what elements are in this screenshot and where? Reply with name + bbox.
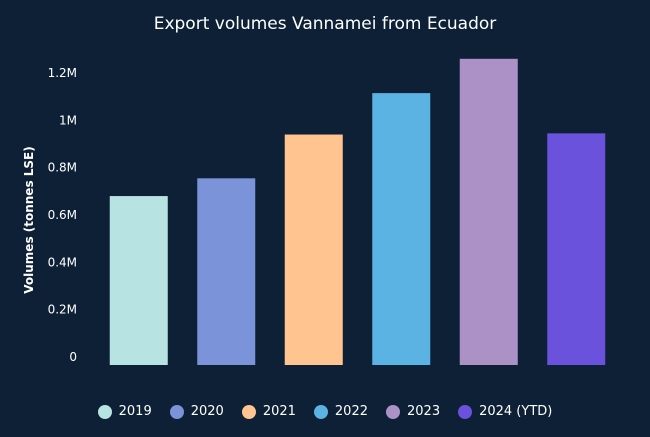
- y-axis-title: Volumes (tonnes LSE): [22, 146, 36, 293]
- legend-swatch-icon: [241, 404, 256, 419]
- legend-swatch-icon: [97, 404, 112, 419]
- legend-label: 2022: [334, 404, 368, 419]
- legend-label: 2019: [118, 404, 152, 419]
- legend-label: 2020: [190, 404, 224, 419]
- legend-swatch-icon: [458, 404, 473, 419]
- y-tick-label: 0.2M: [48, 303, 77, 317]
- legend-item[interactable]: 2022: [313, 404, 368, 419]
- y-tick-label: 1.2M: [48, 66, 77, 80]
- bar-2019[interactable]: [109, 196, 168, 365]
- legend-label: 2024 (YTD): [479, 404, 553, 419]
- legend-item[interactable]: 2024 (YTD): [458, 404, 552, 419]
- bar-chart-plot: 0 0.2M 0.4M 0.6M 0.8M 1M 1.2M Volumes (tonnes L…: [22, 58, 606, 366]
- y-tick-label: 0.8M: [48, 161, 77, 175]
- legend-swatch-icon: [386, 404, 400, 419]
- bar-2023[interactable]: [459, 58, 518, 366]
- chart-title: Export volumes Vannamei from Ecuador: [153, 14, 497, 34]
- y-tick-label: 0.4M: [48, 255, 77, 269]
- y-tick-label: 1M: [59, 113, 77, 127]
- bar-2022[interactable]: [372, 93, 431, 365]
- legend-swatch-icon: [169, 404, 184, 419]
- y-tick-label: 0: [69, 350, 77, 364]
- chart-legend: 2019 2020 2021 2022 2023 2024 (YTD): [0, 404, 650, 419]
- y-tick-label: 0.6M: [48, 208, 77, 222]
- bar-2020[interactable]: [197, 178, 256, 365]
- bar-2021[interactable]: [284, 134, 343, 365]
- legend-item[interactable]: 2019: [97, 404, 152, 419]
- legend-label: 2023: [407, 404, 441, 419]
- legend-label: 2021: [262, 404, 296, 419]
- legend-item[interactable]: 2023: [386, 404, 440, 419]
- legend-item[interactable]: 2021: [241, 404, 296, 419]
- bar-2024-ytd[interactable]: [547, 133, 606, 365]
- legend-swatch-icon: [313, 404, 328, 419]
- legend-item[interactable]: 2020: [169, 404, 224, 419]
